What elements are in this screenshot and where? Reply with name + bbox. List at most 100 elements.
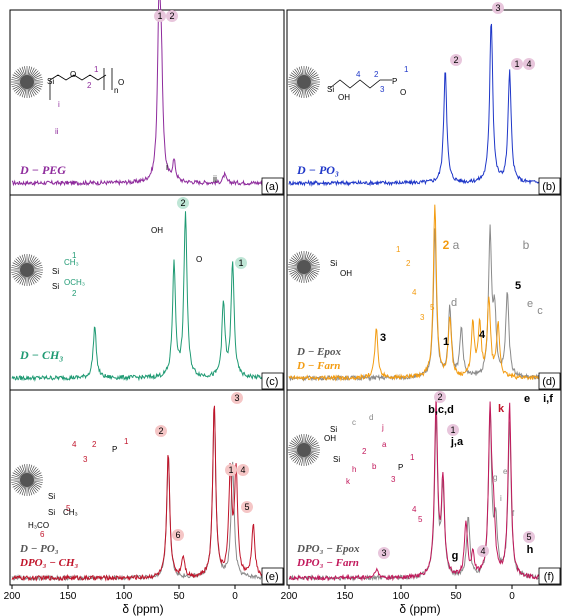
chem-e-2: 2 [92, 440, 97, 449]
chem-f-3: 3 [391, 475, 396, 484]
tick-150-left: 150 [60, 591, 77, 602]
peak-d-1: 1 [443, 336, 449, 348]
peak-f-h: h [527, 544, 534, 556]
peak-e-1: 1 [228, 465, 233, 475]
spectrum-e-series-0 [11, 408, 283, 582]
chem-e-p: P [112, 445, 117, 454]
chem-c-2: 2 [72, 289, 77, 298]
chem-f-1: 1 [410, 453, 415, 462]
chem-f-b: b [372, 462, 377, 471]
chem-f-e: e [503, 467, 508, 476]
xlabel-left: δ (ppm) [122, 602, 163, 616]
peak-f-2: 2 [437, 392, 442, 402]
chem-c-och3: OCH₃ [64, 278, 85, 287]
chem-e-1: 1 [124, 437, 129, 446]
peak-d-5: 5 [515, 280, 521, 292]
legend-e-2: DPO₃ − CH₃ [19, 557, 79, 569]
chem-c-si2: Si [52, 282, 59, 291]
peak-f-if: i,f [543, 393, 553, 405]
peak-f-bcd: b,c,d [428, 404, 454, 416]
legends: D − PEG D − PO₃ D − CH₃ D − Epox D − Far… [19, 163, 360, 569]
legend-f-2: DPO₃ − Farn [296, 557, 359, 569]
spectra-layer [11, 0, 560, 582]
x-axis: 200 150 100 50 0 200 150 100 50 0 δ (ppm… [4, 585, 515, 616]
peak-c-1: 1 [238, 258, 243, 268]
structure-labels: Si O 1 2 n O i ii Si OH 4 2 P 3 1 O Si S… [28, 65, 515, 539]
chem-e-ch3: CH₃ [63, 508, 78, 517]
peak-b-3: 3 [495, 3, 500, 13]
chem-c-o: O [196, 255, 202, 264]
peak-f-g: g [452, 550, 459, 562]
peak-e-5: 5 [244, 502, 249, 512]
peak-f-ja: j,a [450, 436, 464, 448]
chem-b-oh: OH [338, 93, 350, 102]
spectrum-f-series-1 [289, 396, 560, 582]
chem-f-a: a [382, 440, 387, 449]
chem-b-3: 3 [380, 85, 385, 94]
chem-a-n: n [114, 86, 118, 95]
xlabel-right: δ (ppm) [399, 602, 440, 616]
peak-d-2: 2 [443, 238, 450, 252]
chem-f-si2: Si [333, 455, 340, 464]
chem-f-f: f [512, 509, 515, 518]
peak-f-5: 5 [526, 532, 531, 542]
chem-b-4: 4 [356, 70, 361, 79]
nanoparticle-icon-d [288, 251, 320, 283]
chem-d-4: 4 [412, 288, 417, 297]
peak-d-d: d [451, 297, 457, 309]
tag-a: (a) [265, 181, 278, 193]
panel-tags: (a) (b) (c) (d) (e) (f) [261, 177, 561, 585]
chem-d-1: 1 [396, 245, 401, 254]
nanoparticle-icon-c [11, 254, 43, 286]
tag-f: (f) [544, 571, 554, 583]
peak-a-1: 1 [157, 11, 162, 21]
peak-b-1: 1 [514, 59, 519, 69]
chem-f-p: P [398, 463, 403, 472]
chem-f-k: k [346, 477, 351, 486]
tick-50-left: 50 [173, 591, 185, 602]
chem-b-p: P [392, 77, 397, 86]
tick-150-right: 150 [337, 591, 354, 602]
chem-e-si: Si [48, 492, 55, 501]
chem-b-o: O [400, 88, 406, 97]
peak-d-e: e [527, 298, 533, 310]
spectrum-d-series-1 [288, 204, 560, 382]
peak-b-4: 4 [526, 59, 531, 69]
chem-a-2: 2 [87, 81, 92, 90]
peak-f-k: k [498, 403, 505, 415]
peak-e-3: 3 [234, 393, 239, 403]
peak-f-3: 3 [381, 548, 386, 558]
peak-d-c: c [537, 305, 543, 317]
chem-f-c: c [352, 418, 356, 427]
peak-d-3: 3 [380, 332, 386, 344]
chem-b-2: 2 [374, 70, 379, 79]
legend-c: D − CH₃ [19, 348, 63, 362]
chem-f-oh: OH [324, 434, 336, 443]
particle-layer [11, 66, 320, 496]
chem-e-h3co: H₃CO [28, 521, 49, 530]
panel-e-frame [9, 389, 285, 586]
tag-e: (e) [265, 571, 278, 583]
peak-f-e: e [524, 393, 530, 405]
chem-a-o2: O [118, 78, 124, 87]
peak-e-6: 6 [175, 530, 180, 540]
chem-e-3: 3 [83, 455, 88, 464]
tick-100-right: 100 [393, 591, 410, 602]
chem-e-5: 5 [66, 504, 71, 513]
legend-d-1: D − Epox [296, 346, 341, 358]
peak-labels: 1 2 i ii 2 3 1 4 2 1 2 a b d e c 5 4 3 1… [154, 2, 553, 562]
chem-e-4: 4 [72, 440, 77, 449]
chem-b-1: 1 [404, 65, 409, 74]
chem-c-oh: OH [151, 226, 163, 235]
tick-0-left: 0 [232, 591, 238, 602]
chem-f-2: 2 [362, 447, 367, 456]
chem-f-5: 5 [418, 515, 423, 524]
peak-d-b: b [523, 238, 530, 252]
legend-b: D − PO₃ [296, 163, 339, 177]
peak-f-4: 4 [480, 546, 485, 556]
chem-e-si2: Si [48, 508, 55, 517]
chem-b-si: Si [327, 85, 334, 94]
tag-c: (c) [266, 376, 279, 388]
chem-d-si: Si [330, 259, 337, 268]
